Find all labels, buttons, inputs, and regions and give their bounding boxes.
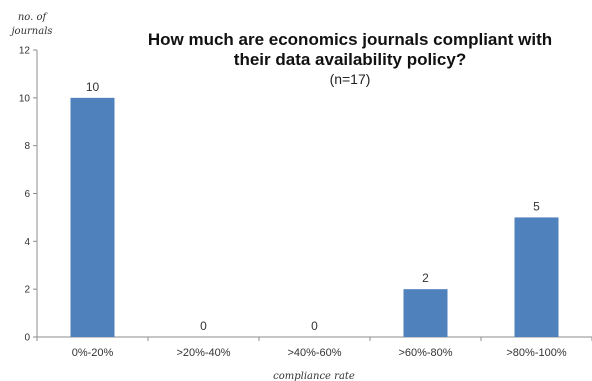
data-labels-group: 10 0 0 2 5 (86, 80, 540, 333)
bar (70, 97, 115, 337)
x-tick-label: 0%-20% (72, 347, 114, 359)
data-label: 5 (533, 199, 540, 213)
bars-group (70, 97, 559, 337)
data-label: 0 (311, 319, 318, 333)
x-tick-label: >40%-60% (287, 347, 341, 359)
y-tick-label: 4 (24, 237, 30, 248)
chart-title-line2: their data availability policy? (234, 50, 466, 69)
data-label: 10 (86, 80, 100, 94)
y-tick-label: 2 (24, 285, 30, 296)
y-axis-label-line2: journals (9, 26, 52, 37)
x-axis-label: compliance rate (273, 371, 355, 381)
chart-subtitle: (n=17) (330, 71, 371, 87)
y-tick-label: 6 (24, 189, 30, 200)
y-axis: 0 2 4 6 8 10 12 (19, 46, 38, 344)
x-tick-label: >80%-100% (506, 347, 566, 359)
bar (514, 217, 559, 337)
y-tick-label: 8 (24, 141, 30, 152)
y-axis-label-line1: no. of (18, 12, 49, 23)
bar (403, 289, 448, 337)
x-axis: 0%-20% >20%-40% >40%-60% >60%-80% >80%-100% (36, 336, 592, 359)
x-tick-label: >60%-80% (398, 347, 452, 359)
x-tick-label: >20%-40% (176, 347, 230, 359)
y-tick-label: 10 (19, 93, 31, 104)
y-tick-label: 12 (19, 46, 31, 57)
chart-title-line1: How much are economics journals complian… (148, 30, 552, 49)
y-tick-label: 0 (24, 333, 30, 344)
data-label: 2 (422, 271, 429, 285)
data-label: 0 (200, 319, 207, 333)
